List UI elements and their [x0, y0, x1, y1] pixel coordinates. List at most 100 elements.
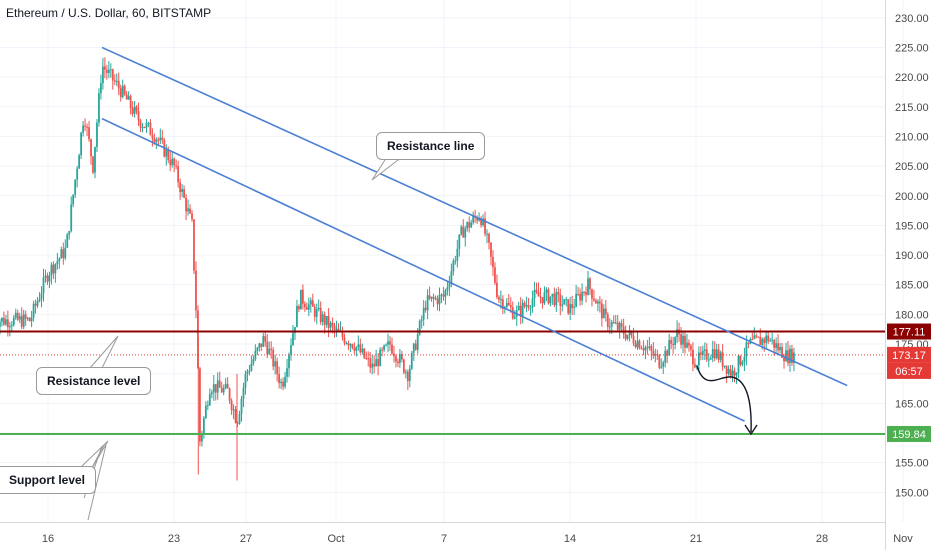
candle-body [113, 80, 116, 82]
candle-body [569, 304, 572, 314]
candle-body [341, 330, 344, 337]
candle-body [286, 368, 288, 377]
candle-body [579, 294, 581, 301]
candle-body [216, 380, 219, 393]
candle-body [30, 317, 33, 322]
candle-body [727, 368, 730, 374]
candle-body [206, 405, 209, 407]
candle-body [450, 271, 453, 284]
candle-body [250, 363, 253, 371]
candle-body [145, 123, 148, 128]
levels-layer [0, 330, 885, 435]
candle-body [632, 335, 635, 344]
time-tick-label: 27 [240, 533, 252, 545]
candle-body [751, 339, 754, 341]
candle-body [779, 347, 781, 351]
candle-body [272, 349, 275, 367]
candle-body [292, 332, 294, 346]
candle-body [284, 376, 286, 387]
candle-body [602, 308, 605, 319]
support-price-badge-bg [887, 425, 931, 442]
time-axis[interactable]: 16 23 27 Oct 7 14 21 28 Nov [0, 522, 913, 546]
candle-body [325, 315, 328, 325]
candle-body [240, 398, 243, 414]
candle-body [476, 217, 479, 221]
candle-body [638, 340, 641, 349]
candle-body [363, 348, 366, 358]
chart-grid [0, 0, 904, 522]
candle-body [367, 358, 370, 360]
price-tick-label: 225.00 [895, 42, 929, 54]
candle-body [111, 69, 114, 81]
candle-body [402, 359, 405, 373]
candle-body [612, 322, 615, 324]
candle-body [729, 368, 732, 376]
candle-body [537, 291, 540, 297]
candle-body [187, 208, 189, 212]
candle-body [416, 334, 419, 350]
candle-body [412, 343, 415, 353]
candle-body [517, 305, 520, 311]
candle-body [167, 149, 170, 161]
candle-body [636, 340, 639, 348]
candle-body [64, 247, 67, 259]
candle-body [648, 346, 651, 349]
candle-body [519, 305, 522, 316]
candle-body [82, 125, 84, 133]
candle-body [723, 365, 726, 367]
candle-body [230, 400, 233, 411]
candle-body [670, 340, 673, 344]
candle-body [107, 69, 110, 73]
candle-body [690, 345, 692, 350]
candle-body [444, 290, 447, 297]
candle-body [430, 296, 433, 299]
candle-body [173, 158, 176, 166]
candle-body [139, 120, 142, 128]
candle-body [72, 194, 75, 205]
candle-body [543, 292, 546, 304]
candle-body [103, 66, 106, 70]
candle-body [204, 405, 207, 419]
candle-body [365, 357, 368, 359]
candle-body [389, 341, 391, 345]
price-axis[interactable]: 150.00155.00160.00165.00170.00175.00180.… [885, 0, 929, 550]
candle-body [737, 355, 740, 373]
candle-body [264, 336, 267, 342]
candle-body [660, 366, 663, 368]
candle-body [711, 349, 714, 359]
candle-body [165, 149, 168, 157]
candle-body [288, 354, 290, 369]
candle-body [125, 93, 128, 100]
candle-body [258, 343, 261, 348]
candle-body [100, 83, 102, 94]
candle-body [181, 189, 183, 193]
candle-body [565, 299, 568, 301]
candle-body [280, 381, 282, 384]
candle-body [561, 304, 564, 306]
candle-body [684, 335, 686, 348]
candle-body [496, 282, 498, 298]
candle-body [547, 289, 550, 304]
candle-body [585, 292, 587, 295]
candle-body [658, 355, 661, 368]
candle-body [377, 359, 380, 366]
candle-body [480, 218, 482, 226]
candle-body [92, 156, 94, 173]
candle-body [117, 80, 120, 89]
candle-body [48, 275, 51, 282]
candle-body [468, 222, 471, 228]
price-tick-label: 195.00 [895, 220, 929, 232]
candle-body [387, 341, 389, 345]
candle-body [26, 317, 29, 319]
callout-resistance-level[interactable]: Resistance level [36, 367, 152, 395]
candle-body [28, 317, 31, 322]
candle-body [16, 312, 19, 320]
candle-body [606, 314, 609, 328]
price-tick-label: 215.00 [895, 102, 929, 114]
callout-resistance-line[interactable]: Resistance line [376, 132, 486, 160]
candle-body [195, 270, 197, 311]
candle-body [743, 356, 746, 362]
callout-support-level[interactable]: Support level [0, 466, 97, 494]
candle-body [733, 370, 736, 376]
